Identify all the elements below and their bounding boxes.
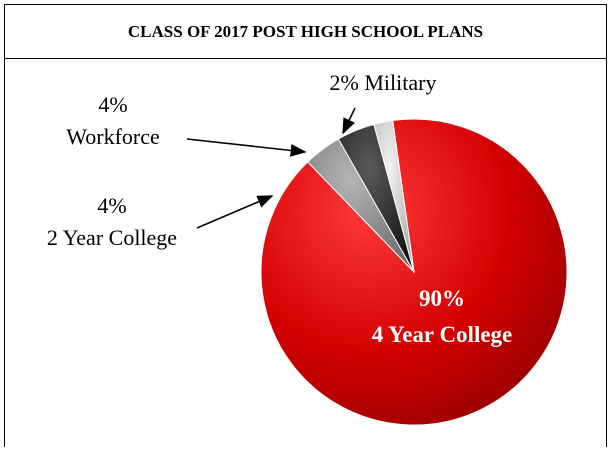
label-military: 2% Military: [330, 70, 437, 95]
two-year-arrow: [196, 195, 274, 229]
label-two-year-name: 2 Year College: [47, 225, 177, 250]
workforce-arrow: [186, 138, 307, 157]
label-workforce-name: Workforce: [66, 124, 160, 149]
military-arrow: [342, 107, 356, 135]
slice-military: [373, 119, 415, 273]
label-four-year-name: 4 Year College: [372, 322, 513, 347]
label-four-year-pct: 90%: [419, 286, 465, 311]
label-two-year-pct: 4%: [97, 193, 126, 218]
chart-title: CLASS OF 2017 POST HIGH SCHOOL PLANS: [5, 5, 606, 59]
chart-frame: CLASS OF 2017 POST HIGH SCHOOL PLANS: [4, 4, 607, 447]
label-workforce-pct: 4%: [98, 92, 127, 117]
